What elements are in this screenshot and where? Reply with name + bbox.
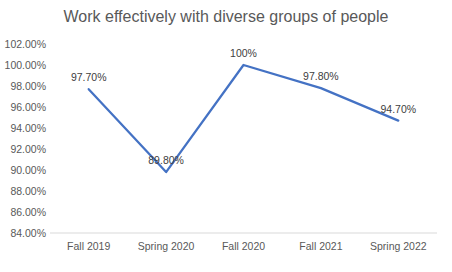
chart-svg: Work effectively with diverse groups of …: [0, 0, 452, 272]
plot-area: [89, 65, 399, 172]
chart-title: Work effectively with diverse groups of …: [64, 8, 389, 25]
y-tick-label: 92.00%: [10, 143, 46, 155]
y-tick-label: 102.00%: [5, 38, 46, 50]
x-tick-label: Spring 2022: [370, 240, 427, 252]
y-tick-label: 98.00%: [10, 80, 46, 92]
data-line: [89, 65, 399, 172]
x-tick-label: Fall 2019: [67, 240, 110, 252]
x-axis-line: [50, 233, 437, 234]
y-tick-label: 100.00%: [5, 59, 46, 71]
data-label: 100%: [230, 47, 257, 59]
y-tick-label: 90.00%: [10, 164, 46, 176]
data-label: 94.70%: [380, 103, 416, 115]
data-label: 97.80%: [303, 70, 339, 82]
chart-container: Work effectively with diverse groups of …: [0, 0, 452, 272]
y-tick-label: 94.00%: [10, 122, 46, 134]
x-tick-label: Fall 2020: [222, 240, 265, 252]
y-tick-label: 96.00%: [10, 101, 46, 113]
y-tick-label: 86.00%: [10, 206, 46, 218]
x-tick-label: Spring 2020: [138, 240, 195, 252]
x-tick-label: Fall 2021: [299, 240, 342, 252]
y-tick-label: 84.00%: [10, 227, 46, 239]
y-tick-label: 88.00%: [10, 185, 46, 197]
data-label: 89.80%: [148, 154, 184, 166]
background: [0, 0, 452, 272]
data-label: 97.70%: [71, 71, 107, 83]
